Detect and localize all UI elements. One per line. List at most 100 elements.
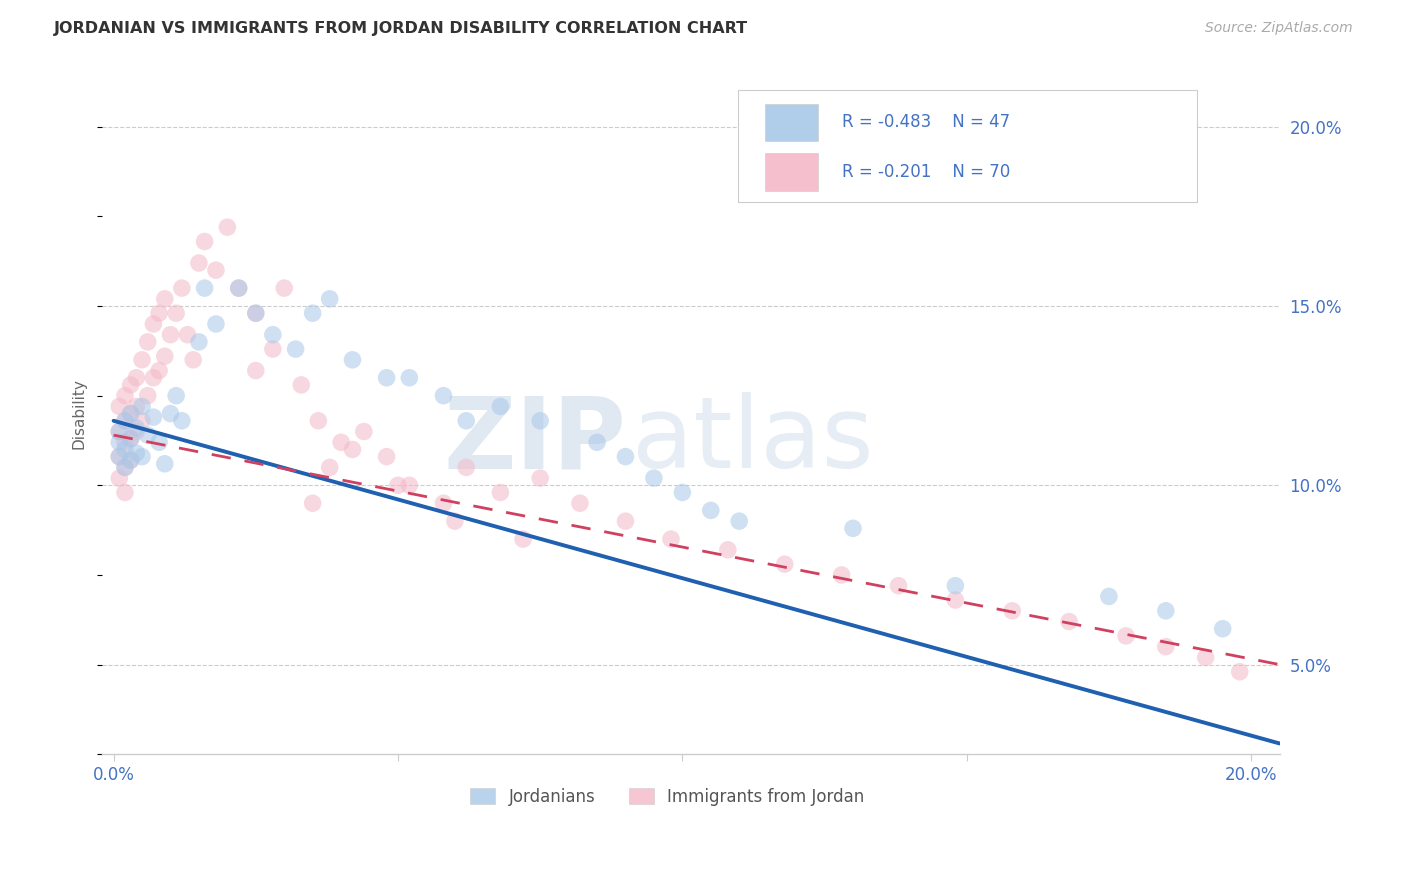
Point [456,414,478,428]
Point [456,460,478,475]
Point [307,414,329,428]
Text: atlas: atlas [633,392,873,490]
Point [114,414,136,428]
Point [187,334,209,349]
Point [142,370,165,384]
Point [671,485,693,500]
Point [170,281,193,295]
Point [148,363,170,377]
Point [659,532,682,546]
Point [170,414,193,428]
Point [489,485,512,500]
Point [1057,615,1080,629]
Point [120,407,142,421]
Point [142,317,165,331]
Point [375,370,398,384]
Point [1194,650,1216,665]
Point [165,306,187,320]
Point [569,496,592,510]
FancyBboxPatch shape [738,90,1197,202]
Point [148,306,170,320]
Point [586,435,609,450]
Point [194,235,217,249]
Point [108,450,131,464]
Point [228,281,250,295]
Point [114,389,136,403]
Point [489,400,512,414]
Point [432,496,454,510]
Point [187,256,209,270]
Text: JORDANIAN VS IMMIGRANTS FROM JORDAN DISABILITY CORRELATION CHART: JORDANIAN VS IMMIGRANTS FROM JORDAN DISA… [53,21,748,37]
Point [330,435,353,450]
Point [1154,604,1177,618]
Point [142,410,165,425]
Point [120,407,142,421]
Point [108,425,131,439]
Point [114,414,136,428]
Point [131,352,153,367]
Point [301,496,323,510]
Text: Source: ZipAtlas.com: Source: ZipAtlas.com [1205,21,1353,36]
Point [831,568,853,582]
Point [159,407,181,421]
Point [148,435,170,450]
Point [943,593,966,607]
Point [108,435,131,450]
Point [120,453,142,467]
Point [728,514,751,528]
Point [131,400,153,414]
Point [398,478,420,492]
Point [614,514,637,528]
Point [943,579,966,593]
Point [165,389,187,403]
Point [136,389,159,403]
Point [529,414,551,428]
Point [228,281,250,295]
Point [245,363,267,377]
Point [108,471,131,485]
Point [120,432,142,446]
Point [114,442,136,457]
Point [1115,629,1137,643]
Point [125,400,148,414]
Point [1212,622,1234,636]
Point [176,327,198,342]
FancyBboxPatch shape [765,103,818,141]
Point [120,432,142,446]
Point [125,425,148,439]
Point [353,425,375,439]
Point [114,460,136,475]
Point [153,457,176,471]
Legend: Jordanians, Immigrants from Jordan: Jordanians, Immigrants from Jordan [463,780,873,814]
Point [301,306,323,320]
FancyBboxPatch shape [765,153,818,191]
Point [1001,604,1024,618]
Point [153,349,176,363]
Point [136,428,159,442]
Point [887,579,910,593]
Point [153,292,176,306]
Point [114,485,136,500]
Point [375,450,398,464]
Point [444,514,467,528]
Point [319,292,342,306]
Point [125,370,148,384]
Point [181,352,204,367]
Point [217,220,239,235]
Point [120,453,142,467]
Point [108,450,131,464]
Point [245,306,267,320]
Point [1098,590,1121,604]
Point [700,503,723,517]
Point [342,352,364,367]
Point [273,281,295,295]
Point [262,342,284,356]
Point [398,370,420,384]
Point [432,389,454,403]
Point [643,471,665,485]
Point [262,327,284,342]
Point [131,414,153,428]
Point [717,542,740,557]
Point [1154,640,1177,654]
Point [194,281,217,295]
